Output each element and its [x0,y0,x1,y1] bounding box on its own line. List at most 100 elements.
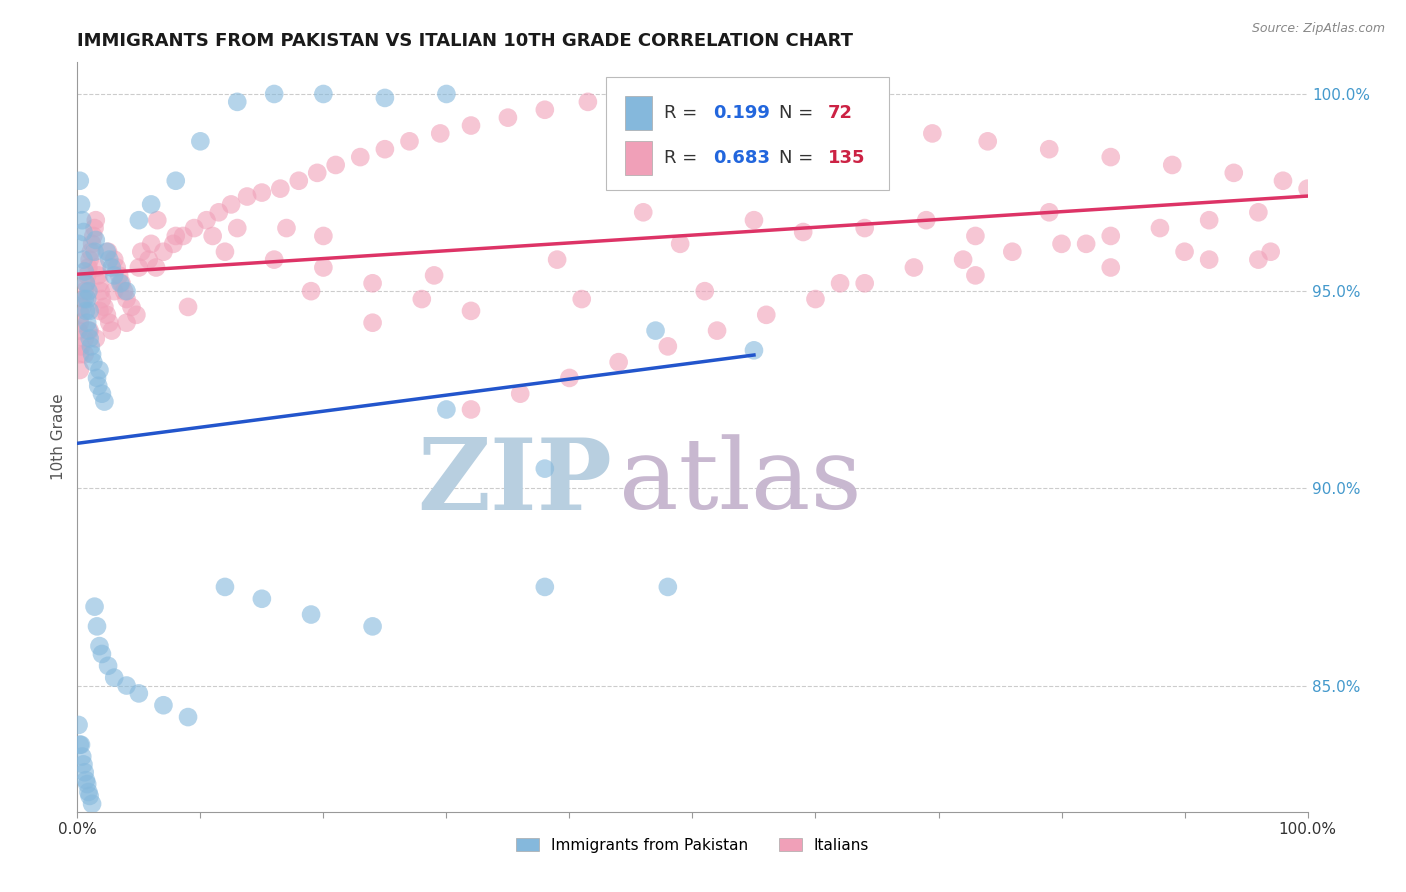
Point [977,134,1000,148]
Point [67,236,90,251]
Point [177,300,200,314]
Point [152,698,174,713]
Point [411,292,433,306]
Point [706,324,728,338]
Point [72,225,94,239]
Point [82,355,104,369]
Point [70,300,93,314]
Point [374,91,396,105]
Point [915,213,938,227]
Point [804,292,827,306]
Point [115,679,138,693]
Point [669,236,692,251]
Point [226,221,249,235]
Point [1223,166,1246,180]
Point [165,229,187,244]
Point [571,292,593,306]
Point [768,103,790,117]
Point [162,236,184,251]
Point [558,371,581,385]
Point [73,292,96,306]
Point [1099,150,1122,164]
Y-axis label: 10th Grade: 10th Grade [51,393,66,481]
Point [349,150,371,164]
Point [742,213,765,227]
Point [103,268,125,283]
Point [299,284,322,298]
Point [214,244,236,259]
Point [69,174,91,188]
Point [755,308,778,322]
Point [84,331,107,345]
Text: 72: 72 [828,103,853,121]
Point [75,277,97,291]
Point [423,268,446,283]
Text: 0.683: 0.683 [713,149,770,167]
Point [97,658,120,673]
Bar [624,96,652,130]
Point [70,749,93,764]
Point [183,221,205,235]
Point [325,158,347,172]
Point [1099,229,1122,244]
Point [90,292,114,306]
Text: R =: R = [664,149,697,167]
Point [657,580,679,594]
Point [546,252,568,267]
Point [669,87,692,101]
Point [128,260,150,275]
Point [125,308,148,322]
Point [80,339,103,353]
Point [83,221,105,235]
Point [82,797,104,811]
Point [128,686,150,700]
Point [1272,174,1295,188]
Point [177,710,200,724]
Text: N =: N = [779,103,813,121]
Point [276,221,298,235]
Point [269,181,291,195]
Point [93,300,115,314]
Point [496,111,519,125]
Point [67,324,90,338]
Point [219,197,242,211]
Point [141,197,163,211]
Point [236,189,259,203]
Point [108,268,131,283]
Point [141,236,163,251]
Point [299,607,322,622]
Point [534,580,557,594]
Point [73,347,96,361]
Point [436,402,458,417]
Point [89,363,111,377]
Point [69,738,91,752]
Point [693,284,716,298]
Point [83,244,105,259]
Point [82,347,104,361]
Point [90,284,112,298]
Point [509,386,531,401]
Point [77,785,100,799]
Point [208,205,231,219]
Point [1247,205,1270,219]
Point [115,284,138,298]
Point [1296,181,1319,195]
Text: R =: R = [664,103,697,121]
Point [76,268,98,283]
Point [312,87,335,101]
Point [79,304,101,318]
Point [374,142,396,156]
Point [165,174,187,188]
Point [633,205,655,219]
FancyBboxPatch shape [606,78,890,190]
Point [128,213,150,227]
Point [87,268,110,283]
Point [70,308,93,322]
Point [436,87,458,101]
Point [307,166,329,180]
Point [87,379,110,393]
Point [79,252,101,267]
Point [460,402,482,417]
Point [644,324,666,338]
Point [1038,142,1060,156]
